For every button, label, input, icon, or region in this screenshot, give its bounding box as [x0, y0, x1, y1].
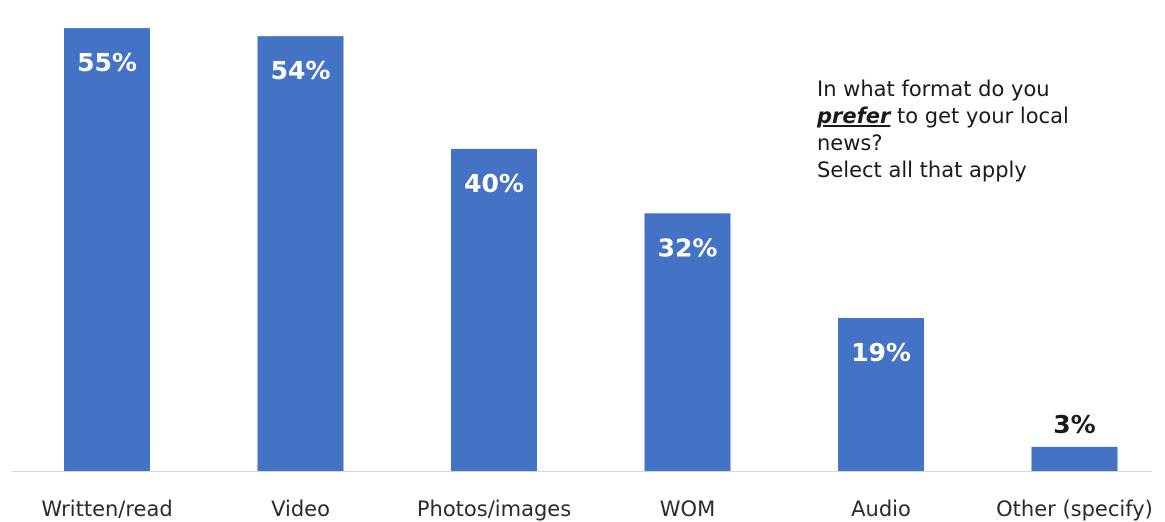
x-tick-label: Written/read	[41, 497, 172, 521]
x-tick-label: Audio	[851, 497, 911, 521]
bar	[1031, 446, 1118, 471]
bar	[644, 213, 731, 471]
x-tick-label: WOM	[660, 497, 715, 521]
bar	[257, 36, 344, 471]
data-label: 55%	[77, 48, 137, 77]
x-tick-label: Video	[271, 497, 330, 521]
question-line-2: prefer to get your local	[817, 103, 1137, 130]
survey-question: In what format do you prefer to get your…	[817, 76, 1137, 184]
data-label: 32%	[658, 233, 718, 262]
bar	[451, 148, 537, 472]
question-line-4: Select all that apply	[817, 158, 1027, 182]
data-label: 3%	[1053, 410, 1095, 439]
question-line-2-rest: to get your local	[890, 104, 1069, 128]
data-label: 54%	[271, 56, 331, 85]
data-label: 19%	[851, 338, 911, 367]
bar	[64, 28, 150, 472]
data-label: 40%	[464, 169, 524, 198]
question-line-1: In what format do you	[817, 77, 1050, 101]
bar	[838, 318, 924, 471]
question-emphasis: prefer	[817, 104, 891, 128]
question-line-3: news?	[817, 131, 883, 155]
x-tick-label: Photos/images	[417, 497, 571, 521]
x-tick-label: Other (specify)	[996, 497, 1153, 521]
